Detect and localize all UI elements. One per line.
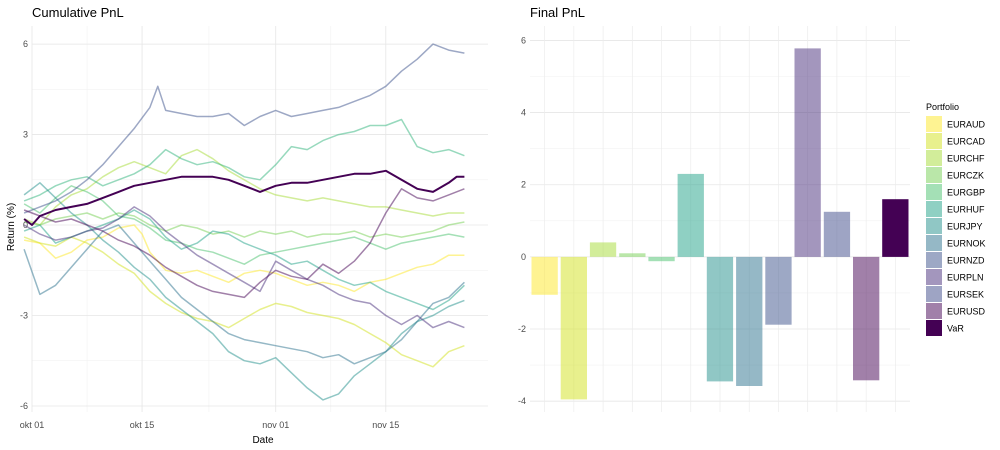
bar-eurcad [560, 256, 587, 400]
line-chart-x-tick-label: okt 15 [130, 420, 155, 430]
legend-swatch-eurnzd [926, 252, 942, 268]
line-chart-grid [31, 26, 488, 412]
bar-eurnok [736, 256, 763, 386]
series-line-eurczk [23, 212, 465, 238]
line-chart-title: Cumulative PnL [32, 5, 124, 20]
bar-eurjpy [706, 256, 734, 382]
legend-swatch-eursek [926, 286, 942, 302]
legend-swatch-var [926, 320, 942, 336]
legend-label-euraud: EURAUD [947, 120, 986, 130]
line-chart-x-axis-title: Date [252, 435, 274, 446]
legend-items: EURAUD EURCAD EURCHF EURCZK EURGBP EURHUF EURJ… [926, 116, 986, 336]
bar-chart-title: Final PnL [530, 5, 585, 20]
line-chart-y-axis-title: Return (%) [6, 203, 17, 251]
bar-eurusd [853, 256, 880, 381]
bar-eurhuf [677, 173, 704, 257]
series-line-eurnzd [23, 224, 465, 365]
legend-swatch-eurcad [926, 133, 942, 149]
line-chart-y-tick-label: -6 [20, 401, 28, 411]
bar-eurpln [794, 48, 821, 257]
bar-chart-y-tick-label: 6 [521, 35, 526, 45]
bar-euraud [531, 256, 558, 295]
legend-swatch-euraud [926, 116, 942, 132]
legend-swatch-eurusd [926, 303, 942, 319]
series-line-eurchf [23, 148, 465, 226]
legend-label-eurpln: EURPLN [947, 273, 984, 283]
legend-swatch-eurpln [926, 269, 942, 285]
line-chart-x-tick-label: okt 01 [20, 420, 45, 430]
line-chart-y-tick-label: 0 [23, 220, 28, 230]
bar-chart-y-tick-label: 0 [521, 252, 526, 262]
legend-label-eurchf: EURCHF [947, 154, 985, 164]
bar-chart-y-tick-label: 4 [521, 108, 526, 118]
series-line-eurhuf [23, 118, 465, 202]
legend: Portfolio EURAUD EURCAD EURCHF EURCZK EURGBP… [926, 102, 986, 336]
legend-swatch-eurczk [926, 167, 942, 183]
legend-swatch-eurgbp [926, 184, 942, 200]
bar-eurchf [589, 242, 617, 257]
bar-eurnzd [765, 256, 792, 325]
cumulative-pnl-panel: Cumulative PnL okt 01 okt 15 nov 01 nov 15 … [6, 5, 488, 446]
bar-var [882, 199, 909, 257]
legend-swatch-eurhuf [926, 201, 942, 217]
series-line-eurpln [23, 43, 465, 214]
legend-label-eurnzd: EURNZD [947, 256, 985, 266]
series-line-eurnok [23, 182, 465, 401]
line-chart-y-ticks: -6 -3 0 3 6 [20, 39, 28, 411]
legend-swatch-eurnok [926, 235, 942, 251]
legend-label-eurgbp: EURGBP [947, 188, 985, 198]
line-chart-y-tick-label: 6 [23, 39, 28, 49]
bar-chart-y-tick-label: 2 [521, 180, 526, 190]
legend-label-eurczk: EURCZK [947, 171, 984, 181]
legend-label-eurhuf: EURHUF [947, 205, 985, 215]
line-chart-x-ticks: okt 01 okt 15 nov 01 nov 15 [20, 420, 400, 430]
final-pnl-panel: Final PnL -4 -2 0 2 4 6 [518, 5, 910, 412]
line-chart-x-tick-label: nov 15 [372, 420, 399, 430]
bar-eurgbp [648, 256, 675, 262]
bar-chart-bars [531, 48, 909, 400]
bar-chart-y-tick-label: -4 [518, 396, 526, 406]
series-line-eurcad [23, 236, 465, 368]
bar-eursek [823, 211, 851, 257]
legend-swatch-eurjpy [926, 218, 942, 234]
bar-eurczk [619, 253, 646, 257]
legend-label-eursek: EURSEK [947, 290, 984, 300]
series-line-eurusd [23, 188, 465, 299]
bar-chart-y-tick-label: -2 [518, 324, 526, 334]
legend-label-eurcad: EURCAD [947, 137, 986, 147]
legend-swatch-eurchf [926, 150, 942, 166]
series-line-eurgbp [23, 185, 465, 265]
legend-label-eurjpy: EURJPY [947, 222, 983, 232]
line-chart-x-tick-label: nov 01 [262, 420, 289, 430]
line-chart-y-tick-label: 3 [23, 130, 28, 140]
legend-label-eurnok: EURNOK [947, 239, 986, 249]
series-line-eurjpy [23, 209, 465, 311]
legend-title: Portfolio [926, 102, 959, 112]
legend-label-eurusd: EURUSD [947, 307, 986, 317]
line-chart-y-tick-label: -3 [20, 311, 28, 321]
bar-chart-y-ticks: -4 -2 0 2 4 6 [518, 35, 526, 406]
legend-label-var: VaR [947, 324, 964, 334]
line-chart-series [23, 43, 465, 401]
series-line-var [23, 169, 465, 226]
